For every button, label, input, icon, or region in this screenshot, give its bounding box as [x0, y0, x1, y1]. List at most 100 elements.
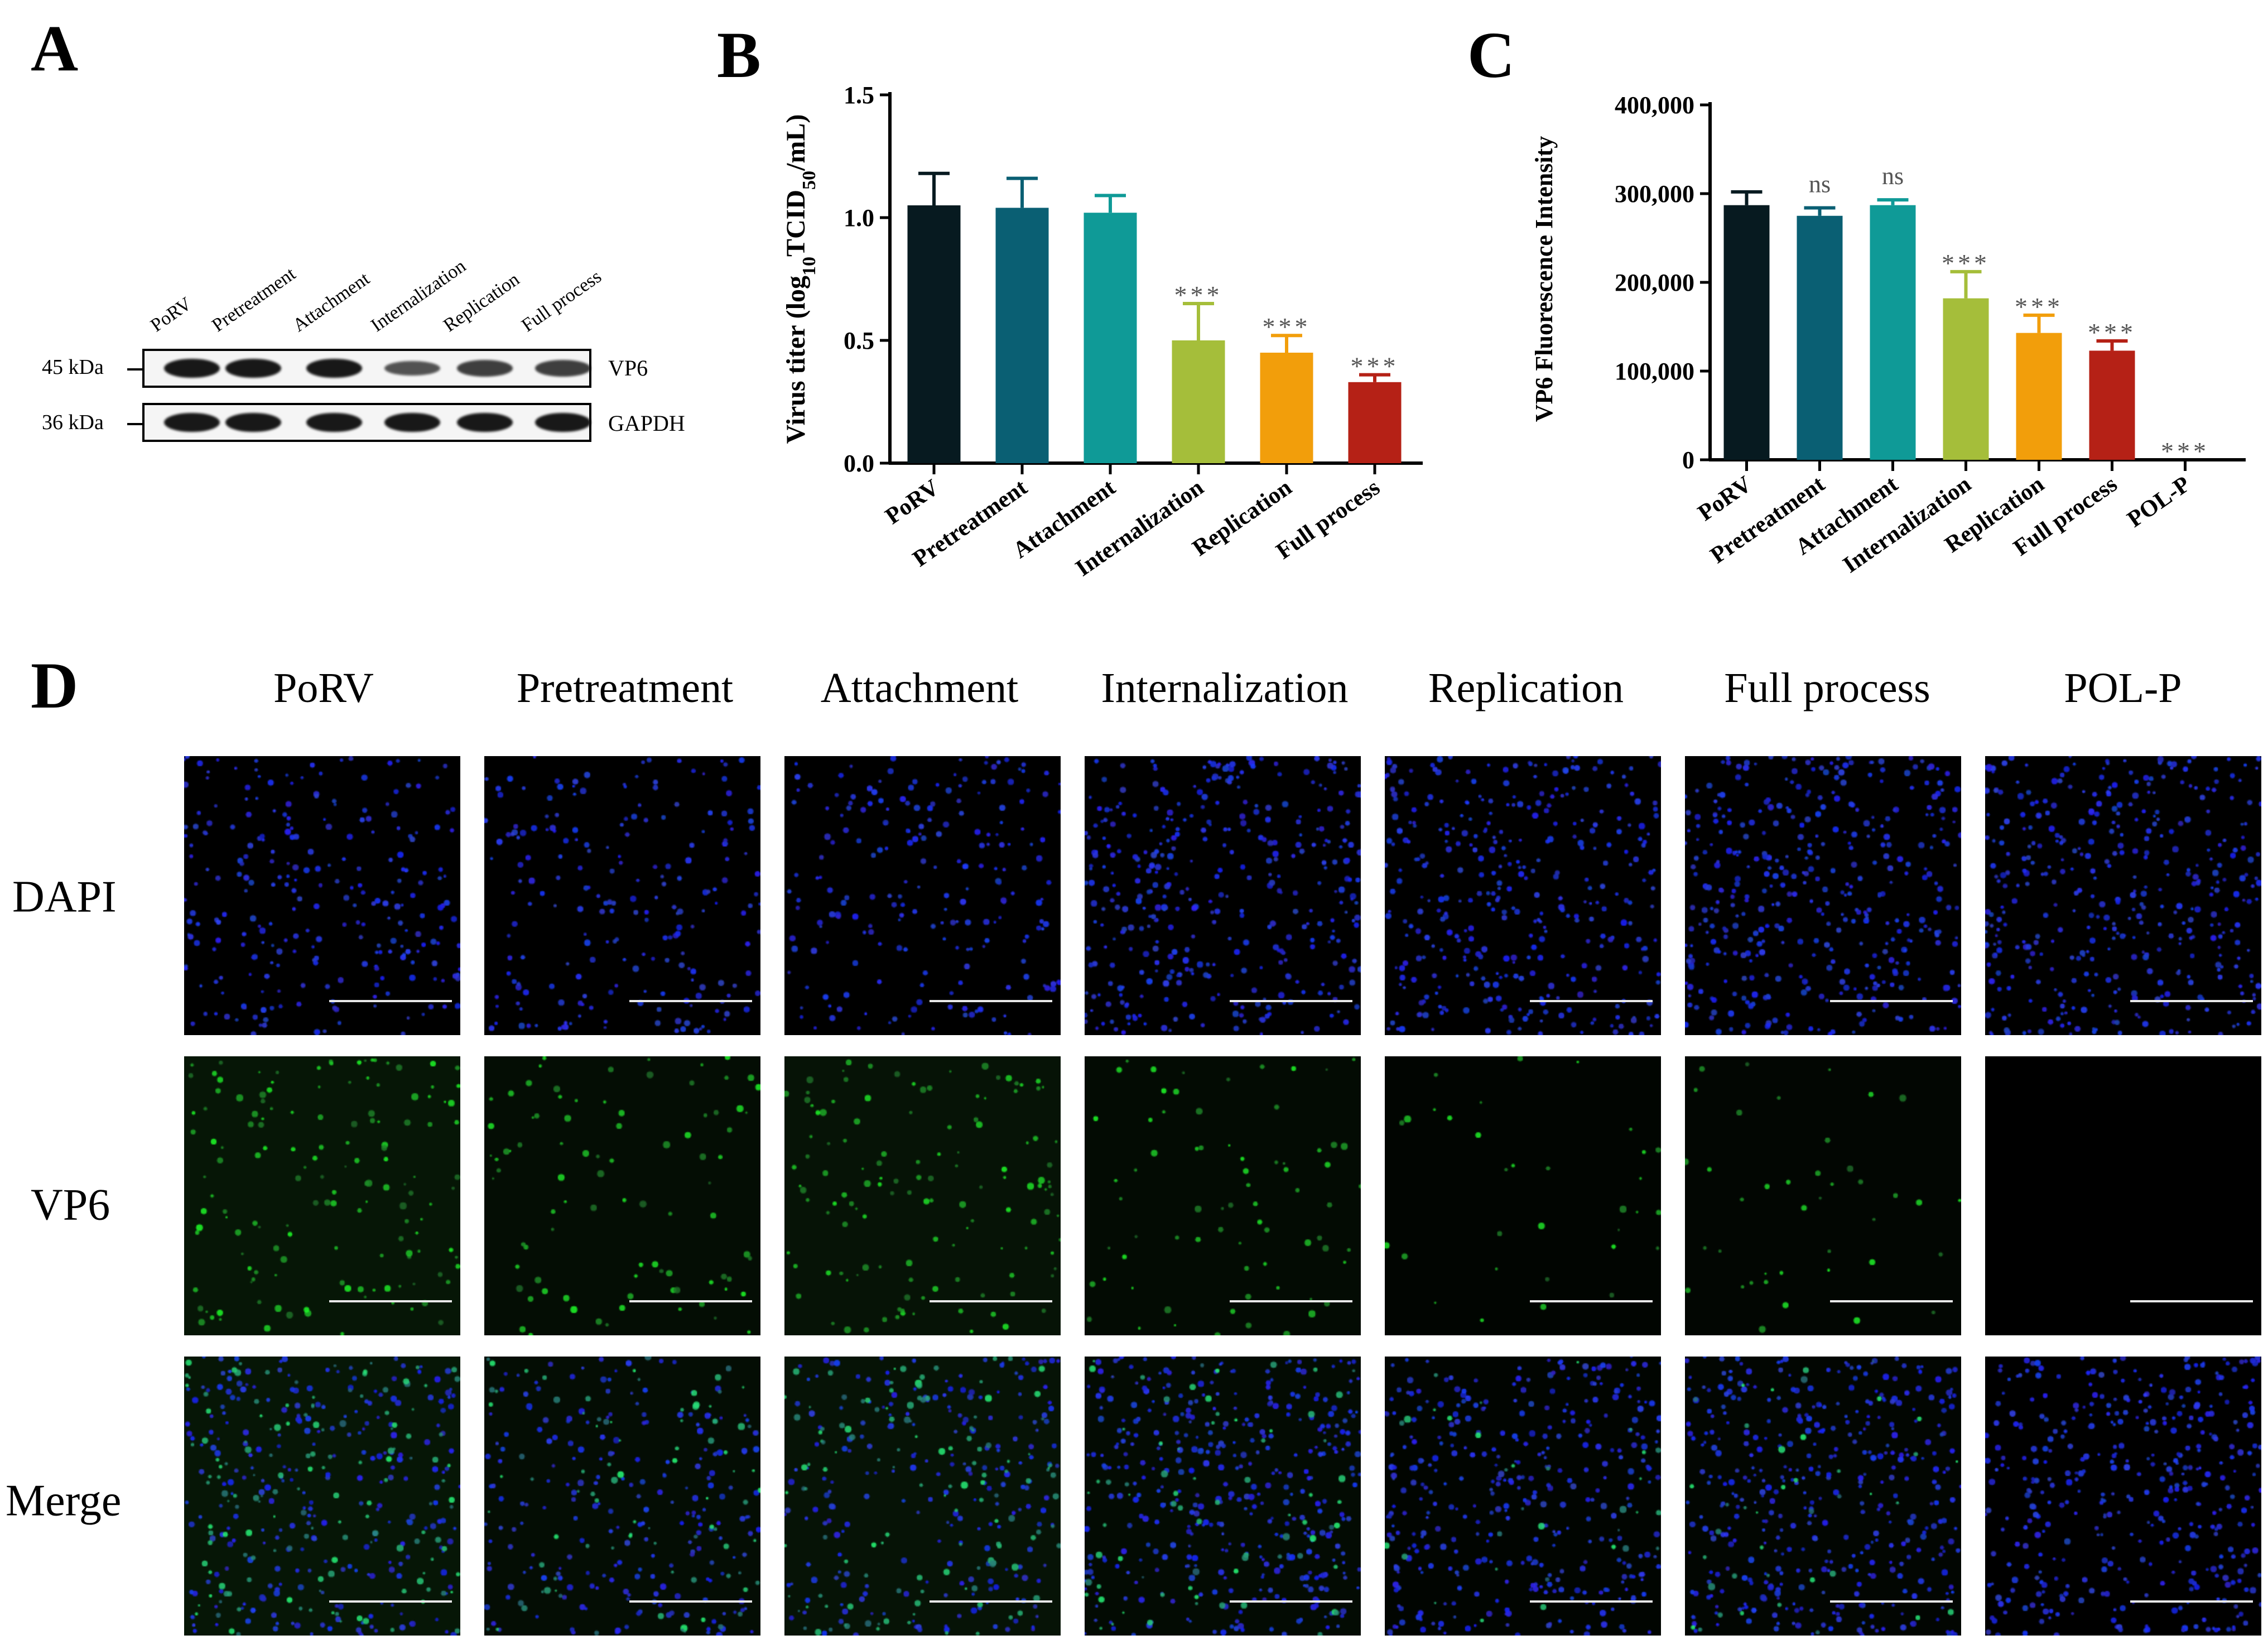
microscopy-image [184, 1056, 460, 1335]
microscopy-column-label: Internalization [1101, 665, 1349, 711]
wb-kda-tick [127, 368, 143, 371]
scale-bar [930, 1300, 1052, 1302]
microscopy-canvas [1685, 1357, 1961, 1636]
scale-bar [1530, 1000, 1653, 1002]
microscopy-image [1385, 756, 1661, 1035]
microscopy-image [1985, 1056, 2261, 1335]
microscopy-canvas [1985, 1056, 2261, 1335]
wb-band [164, 412, 220, 432]
microscopy-column-label: Replication [1428, 665, 1624, 711]
x-tick-label: PoRV [1693, 472, 1756, 526]
microscopy-canvas [784, 1056, 1061, 1335]
microscopy-canvas [484, 1357, 760, 1636]
bar [1797, 215, 1843, 460]
microscopy-image [1085, 1056, 1361, 1335]
scale-bar [2130, 1600, 2253, 1603]
scale-bar [930, 1000, 1052, 1002]
bar [995, 208, 1049, 463]
wb-band [164, 358, 220, 378]
bar [907, 205, 961, 463]
microscopy-canvas [1385, 1056, 1661, 1335]
significance-label: *** [2161, 437, 2209, 465]
wb-blot-vp6 [142, 349, 591, 388]
wb-kda-label: 45 kDa [42, 355, 104, 379]
bar [1870, 205, 1916, 460]
wb-band [306, 412, 362, 432]
microscopy-image [784, 1056, 1061, 1335]
microscopy-canvas [1985, 1357, 2261, 1636]
microscopy-canvas [484, 756, 760, 1035]
microscopy-canvas [1085, 756, 1361, 1035]
bar [1084, 213, 1137, 463]
wb-band [384, 412, 440, 432]
wb-band [535, 360, 591, 377]
microscopy-image [484, 1056, 760, 1335]
scale-bar [629, 1600, 752, 1603]
significance-label: *** [2015, 292, 2063, 321]
x-tick-label: Internalization [1838, 472, 1976, 579]
y-axis-label-part: 10 [799, 257, 820, 276]
wb-band [306, 358, 362, 378]
chart-vp6-fluorescence: 0100,000200,000300,000400,000PoRVPretrea… [1530, 92, 2246, 579]
microscopy-canvas [784, 1357, 1061, 1636]
microscopy-image [1985, 1357, 2261, 1636]
significance-label: ns [1882, 162, 1904, 190]
wb-lane-label: PoRV [147, 293, 196, 336]
y-tick-label: 400,000 [1615, 92, 1694, 119]
wb-band [535, 412, 591, 432]
microscopy-image [1985, 756, 2261, 1035]
scale-bar [2130, 1300, 2253, 1302]
microscopy-canvas [184, 756, 460, 1035]
microscopy-canvas [1385, 1357, 1661, 1636]
scale-bar [1830, 1600, 1953, 1603]
microscopy-canvas [1085, 1056, 1361, 1335]
y-axis-label: VP6 Fluorescence Intensity [1530, 136, 1558, 422]
microscopy-row-label: VP6 [31, 1180, 110, 1230]
significance-label: *** [2088, 318, 2136, 347]
microscopy-image [1085, 756, 1361, 1035]
significance-label: *** [1942, 249, 1990, 277]
microscopy-image [484, 756, 760, 1035]
wb-band [457, 412, 513, 432]
wb-lane-label: Pretreatment [208, 263, 300, 336]
microscopy-canvas [1985, 756, 2261, 1035]
significance-label: *** [1174, 281, 1223, 309]
scale-bar [2130, 1000, 2253, 1002]
microscopy-canvas [184, 1056, 460, 1335]
bar [1943, 298, 1989, 460]
microscopy-image [1685, 1056, 1961, 1335]
microscopy-column-label: POL-P [2064, 665, 2182, 711]
microscopy-image [1685, 1357, 1961, 1636]
bar [1723, 205, 1770, 460]
y-tick-label: 0.0 [844, 450, 874, 477]
wb-lane-label: Full process [518, 266, 605, 336]
microscopy-canvas [184, 1357, 460, 1636]
scale-bar [1830, 1300, 1953, 1302]
microscopy-column-label: Full process [1724, 665, 1930, 711]
y-tick-label: 200,000 [1615, 269, 1694, 296]
wb-kda-label: 36 kDa [42, 411, 104, 434]
wb-protein-label: VP6 [608, 355, 648, 381]
microscopy-image [184, 1357, 460, 1636]
wb-band [225, 412, 281, 432]
y-axis-label-part: TCID [781, 190, 811, 257]
scale-bar [329, 1600, 452, 1603]
microscopy-row-label: DAPI [12, 872, 117, 922]
microscopy-column-label: Pretreatment [516, 665, 734, 711]
y-tick-label: 1.5 [844, 81, 874, 109]
scale-bar [1530, 1600, 1653, 1603]
bar [1172, 340, 1225, 463]
wb-band [457, 360, 513, 377]
y-axis-label: Virus titer (log10TCID50/mL) [781, 114, 820, 444]
significance-label: ns [1809, 170, 1831, 198]
wb-band [384, 360, 440, 376]
bar [1260, 353, 1313, 463]
scale-bar [329, 1300, 452, 1302]
panel-label-b: B [717, 18, 761, 92]
y-tick-label: 300,000 [1615, 180, 1694, 208]
scale-bar [1530, 1300, 1653, 1302]
panel-label-d: D [31, 649, 79, 722]
microscopy-canvas [1085, 1357, 1361, 1636]
wb-blot-gapdh [142, 403, 591, 442]
scale-bar [1230, 1000, 1352, 1002]
